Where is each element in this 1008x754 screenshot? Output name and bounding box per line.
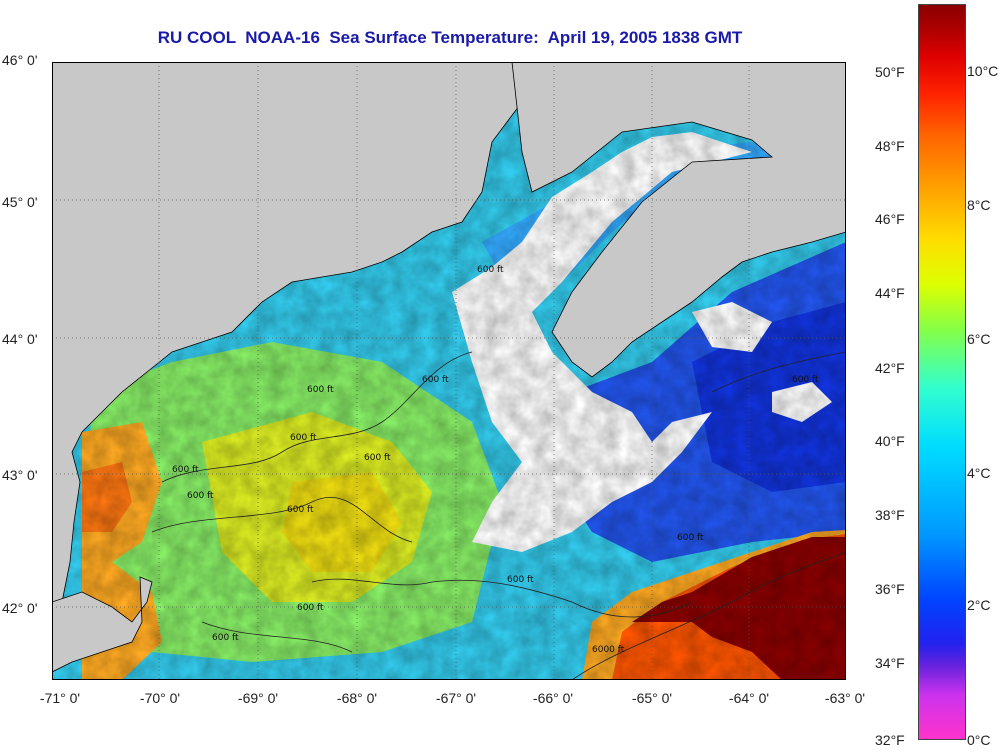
sst-map: 600 ft 600 ft 600 ft 600 ft 600 ft 600 f… — [52, 62, 846, 680]
colorbar-label-f: 50°F — [875, 64, 905, 80]
lon-label-69: -69° 0' — [237, 690, 279, 706]
lat-label-45: 45° 0' — [2, 194, 38, 210]
contour-labels: 600 ft 600 ft 600 ft 600 ft 600 ft 600 f… — [172, 265, 819, 655]
colorbar-label-f: 36°F — [875, 581, 905, 597]
depth-contours — [151, 351, 846, 680]
lon-label-68: -68° 0' — [336, 690, 378, 706]
colorbar-label-c: 0°C — [967, 732, 991, 748]
colorbar-label-f: 40°F — [875, 433, 905, 449]
contour-label: 600 ft — [290, 433, 317, 443]
lat-label-44: 44° 0' — [2, 331, 38, 347]
colorbar-label-c: 8°C — [967, 197, 991, 213]
contour-label: 600 ft — [364, 453, 391, 463]
colorbar-label-f: 48°F — [875, 138, 905, 154]
colorbar-label-f: 32°F — [875, 732, 905, 748]
map-frame — [52, 62, 846, 680]
contour-label: 600 ft — [307, 385, 334, 395]
lon-label-63: -63° 0' — [824, 690, 866, 706]
lon-label-67: -67° 0' — [435, 690, 477, 706]
lon-label-71: -71° 0' — [39, 690, 81, 706]
contour-label: 600 ft — [507, 575, 534, 585]
temperature-colorbar — [918, 4, 966, 740]
land-new-england — [52, 62, 523, 663]
colorbar-label-c: 4°C — [967, 465, 991, 481]
lon-label-64: -64° 0' — [728, 690, 770, 706]
contour-label: 600 ft — [212, 633, 239, 643]
contour-label: 600 ft — [677, 533, 704, 543]
map-title: RU COOL NOAA-16 Sea Surface Temperature:… — [157, 28, 743, 47]
lon-label-70: -70° 0' — [139, 690, 181, 706]
contour-label: 600 ft — [422, 375, 449, 385]
contour-label: 600 ft — [287, 505, 314, 515]
contour-label: 600 ft — [187, 491, 214, 501]
lon-label-65: -65° 0' — [631, 690, 673, 706]
lat-label-42: 42° 0' — [2, 600, 38, 616]
contour-label: 600 ft — [172, 465, 199, 475]
colorbar-label-f: 34°F — [875, 655, 905, 671]
contour-label: 600 ft — [792, 375, 819, 385]
colorbar-label-c: 2°C — [967, 597, 991, 613]
colorbar-label-c: 10°C — [967, 63, 999, 79]
colorbar-label-f: 38°F — [875, 507, 905, 523]
lon-label-66: -66° 0' — [532, 690, 574, 706]
contour-label: 600 ft — [477, 265, 504, 275]
colorbar-label-c: 6°C — [967, 331, 991, 347]
contour-label: 6000 ft — [592, 645, 625, 655]
lat-label-43: 43° 0' — [2, 467, 38, 483]
land-maritimes — [511, 62, 846, 378]
lat-label-46: 46° 0' — [2, 52, 38, 68]
colorbar-label-f: 46°F — [875, 211, 905, 227]
contour-label: 600 ft — [297, 603, 324, 613]
colorbar-label-f: 44°F — [875, 285, 905, 301]
colorbar-label-f: 42°F — [875, 360, 905, 376]
